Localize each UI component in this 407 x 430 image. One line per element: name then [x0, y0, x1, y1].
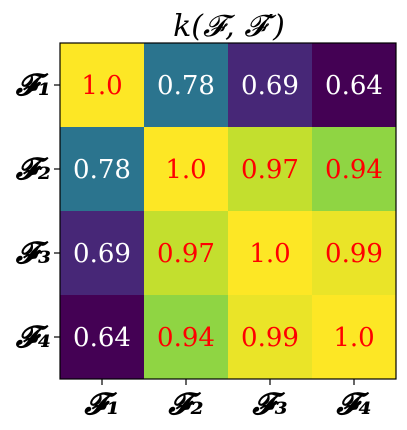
- cell-value-r4-c4: 1.0: [333, 323, 374, 353]
- cell-value-r2-c2: 1.0: [165, 155, 206, 185]
- cell-value-r4-c2: 0.94: [157, 323, 215, 353]
- y-axis: 𝓕₁ 𝓕₂ 𝓕₃ 𝓕₄: [15, 68, 60, 355]
- cell-value-r4-c3: 0.99: [241, 323, 299, 353]
- heatmap-cell-r4-c2: [144, 295, 229, 380]
- heatmap-cell-r3-c1: [60, 211, 145, 296]
- chart-title: k(𝓕, 𝓕′): [173, 9, 285, 44]
- cell-value-r2-c1: 0.78: [73, 155, 131, 185]
- y-tick-label-3: 𝓕₃: [15, 236, 51, 271]
- cell-value-r3-c4: 0.99: [325, 239, 383, 269]
- heatmap-cell-r1-c3: [228, 43, 313, 128]
- x-axis: 𝓕₁ 𝓕₂ 𝓕₃ 𝓕₄: [83, 379, 372, 422]
- y-tick-label-4: 𝓕₄: [15, 320, 51, 355]
- heatmap-cell-r4-c4: [312, 295, 397, 380]
- heatmap-cell-labels: 1.0 0.78 0.69 0.64 0.78 1.0 0.97 0.94 0.69 0.97 1.…: [73, 71, 383, 353]
- x-tick-label-1: 𝓕₁: [83, 387, 119, 422]
- x-tick-label-3: 𝓕₃: [251, 387, 287, 422]
- heatmap-cell-r1-c2: [144, 43, 229, 128]
- cell-value-r4-c1: 0.64: [73, 323, 131, 353]
- plot-frame: [59, 42, 397, 380]
- cell-value-r1-c2: 0.78: [157, 71, 215, 101]
- y-tick-label-2: 𝓕₂: [15, 152, 51, 187]
- cell-value-r2-c3: 0.97: [241, 155, 299, 185]
- heatmap-cell-r1-c1: [60, 43, 145, 128]
- cell-value-r3-c3: 1.0: [249, 239, 290, 269]
- x-tick-label-2: 𝓕₂: [167, 387, 203, 422]
- heatmap-cell-r2-c2: [144, 127, 229, 212]
- cell-value-r3-c2: 0.97: [157, 239, 215, 269]
- cell-value-r1-c1: 1.0: [81, 71, 122, 101]
- heatmap-cell-r1-c4: [312, 43, 397, 128]
- heatmap-cell-r3-c2: [144, 211, 229, 296]
- y-tick-label-1: 𝓕₁: [15, 68, 51, 103]
- heatmap-cell-r3-c4: [312, 211, 397, 296]
- x-tick-label-4: 𝓕₄: [335, 387, 371, 422]
- heatmap-cell-r2-c4: [312, 127, 397, 212]
- cell-value-r2-c4: 0.94: [325, 155, 383, 185]
- cell-value-r1-c4: 0.64: [325, 71, 383, 101]
- heatmap-cell-r4-c3: [228, 295, 313, 380]
- heatmap-cells: [60, 43, 397, 380]
- cell-value-r1-c3: 0.69: [241, 71, 299, 101]
- heatmap-cell-r4-c1: [60, 295, 145, 380]
- heatmap-cell-r2-c1: [60, 127, 145, 212]
- cell-value-r3-c1: 0.69: [73, 239, 131, 269]
- heatmap-cell-r3-c3: [228, 211, 313, 296]
- heatmap-cell-r2-c3: [228, 127, 313, 212]
